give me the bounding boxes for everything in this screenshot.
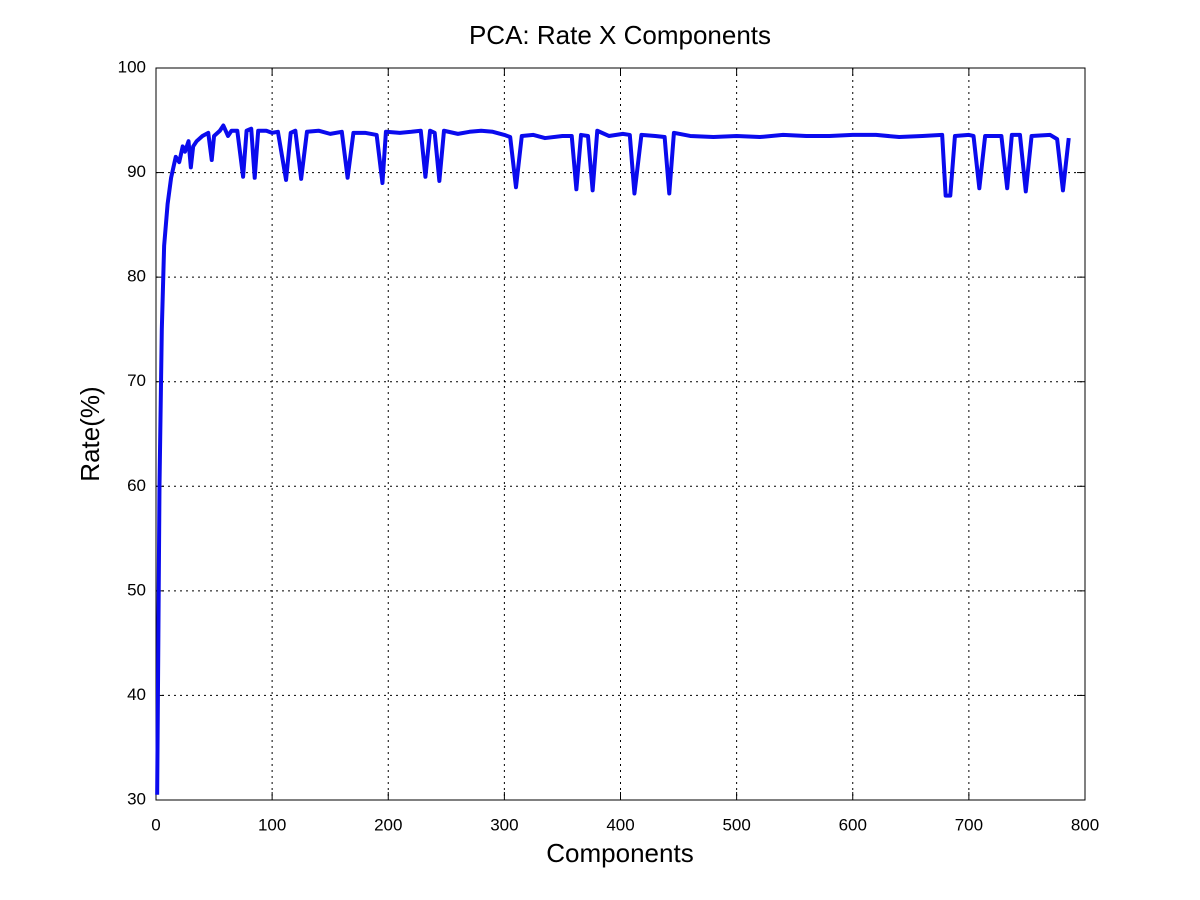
x-tick-label: 600 [839, 815, 867, 834]
x-tick-label: 400 [606, 815, 634, 834]
data-line [155, 123, 1071, 795]
x-tick-label: 300 [490, 815, 518, 834]
x-tick-label: 700 [955, 815, 983, 834]
x-tick-label: 0 [151, 815, 160, 834]
y-tick-label: 60 [127, 476, 146, 495]
y-tick-label: 40 [127, 685, 146, 704]
plot-frame [155, 67, 1086, 801]
y-tick-label: 90 [127, 162, 146, 181]
x-tick-label: 100 [258, 815, 286, 834]
y-tick-label: 30 [127, 789, 146, 808]
y-tick-label: 80 [127, 267, 146, 286]
y-tick-label: 70 [127, 371, 146, 390]
x-tick-label: 200 [374, 815, 402, 834]
x-axis-label: Components [546, 838, 693, 868]
x-tick-label: 800 [1071, 815, 1099, 834]
y-tick-label: 50 [127, 580, 146, 599]
y-tick-label: 100 [118, 57, 146, 76]
y-axis-label: Rate(%) [75, 386, 105, 481]
chart-title: PCA: Rate X Components [469, 20, 771, 50]
x-tick-label: 500 [722, 815, 750, 834]
